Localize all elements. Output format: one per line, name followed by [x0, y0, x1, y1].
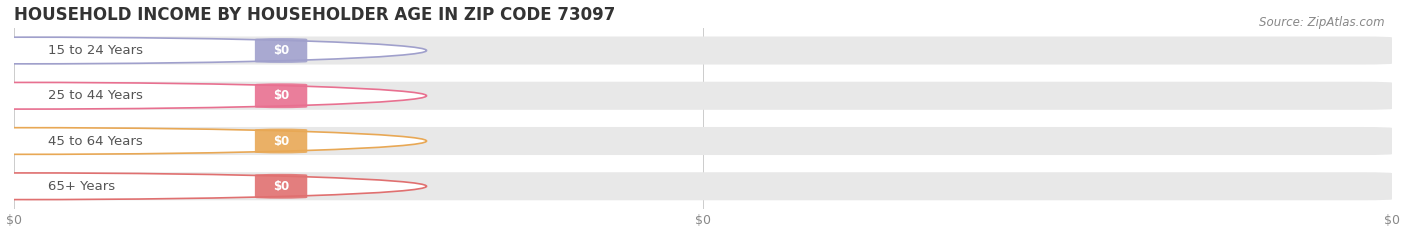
Text: $0: $0 — [273, 134, 290, 147]
Text: $0: $0 — [273, 180, 290, 193]
Text: 45 to 64 Years: 45 to 64 Years — [48, 134, 143, 147]
Text: $0: $0 — [273, 89, 290, 102]
FancyBboxPatch shape — [254, 38, 308, 63]
Circle shape — [0, 128, 426, 154]
FancyBboxPatch shape — [254, 83, 308, 108]
Text: $0: $0 — [273, 44, 290, 57]
FancyBboxPatch shape — [14, 172, 1392, 200]
Circle shape — [0, 37, 426, 64]
FancyBboxPatch shape — [14, 37, 1392, 65]
Text: 65+ Years: 65+ Years — [48, 180, 115, 193]
Text: HOUSEHOLD INCOME BY HOUSEHOLDER AGE IN ZIP CODE 73097: HOUSEHOLD INCOME BY HOUSEHOLDER AGE IN Z… — [14, 6, 614, 24]
FancyBboxPatch shape — [14, 127, 1392, 155]
Circle shape — [0, 173, 426, 200]
Text: 25 to 44 Years: 25 to 44 Years — [48, 89, 143, 102]
Circle shape — [0, 82, 426, 109]
FancyBboxPatch shape — [14, 82, 1392, 110]
FancyBboxPatch shape — [254, 174, 308, 199]
Text: 15 to 24 Years: 15 to 24 Years — [48, 44, 143, 57]
FancyBboxPatch shape — [254, 129, 308, 154]
Text: Source: ZipAtlas.com: Source: ZipAtlas.com — [1260, 16, 1385, 29]
